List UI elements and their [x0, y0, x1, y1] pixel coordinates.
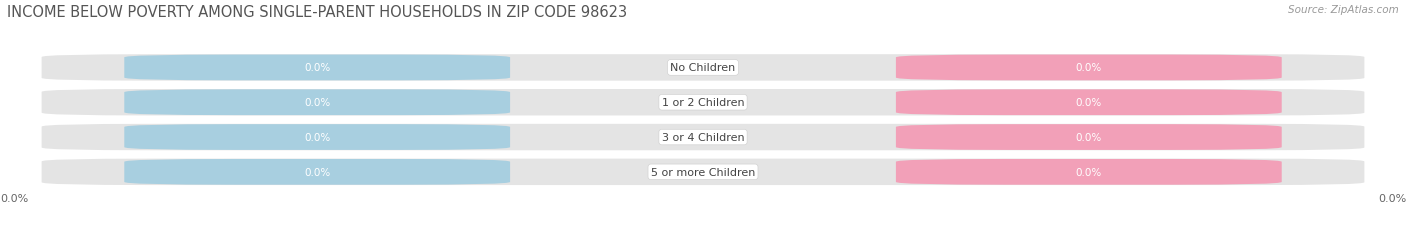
Text: 0.0%: 0.0%: [304, 132, 330, 143]
FancyBboxPatch shape: [124, 125, 510, 150]
Text: 1 or 2 Children: 1 or 2 Children: [662, 98, 744, 108]
FancyBboxPatch shape: [42, 159, 1364, 185]
Text: 0.0%: 0.0%: [1076, 167, 1102, 177]
FancyBboxPatch shape: [124, 55, 510, 81]
FancyBboxPatch shape: [896, 125, 1282, 150]
Text: 3 or 4 Children: 3 or 4 Children: [662, 132, 744, 143]
Text: 0.0%: 0.0%: [304, 63, 330, 73]
Text: Source: ZipAtlas.com: Source: ZipAtlas.com: [1288, 5, 1399, 15]
FancyBboxPatch shape: [896, 55, 1282, 81]
FancyBboxPatch shape: [896, 90, 1282, 116]
FancyBboxPatch shape: [42, 90, 1364, 116]
Text: No Children: No Children: [671, 63, 735, 73]
Text: INCOME BELOW POVERTY AMONG SINGLE-PARENT HOUSEHOLDS IN ZIP CODE 98623: INCOME BELOW POVERTY AMONG SINGLE-PARENT…: [7, 5, 627, 20]
Text: 0.0%: 0.0%: [1076, 132, 1102, 143]
FancyBboxPatch shape: [42, 55, 1364, 81]
FancyBboxPatch shape: [124, 90, 510, 116]
Text: 0.0%: 0.0%: [304, 98, 330, 108]
Text: 0.0%: 0.0%: [304, 167, 330, 177]
Text: 0.0%: 0.0%: [1076, 63, 1102, 73]
FancyBboxPatch shape: [124, 159, 510, 185]
FancyBboxPatch shape: [42, 124, 1364, 151]
FancyBboxPatch shape: [896, 159, 1282, 185]
Text: 5 or more Children: 5 or more Children: [651, 167, 755, 177]
Text: 0.0%: 0.0%: [1076, 98, 1102, 108]
